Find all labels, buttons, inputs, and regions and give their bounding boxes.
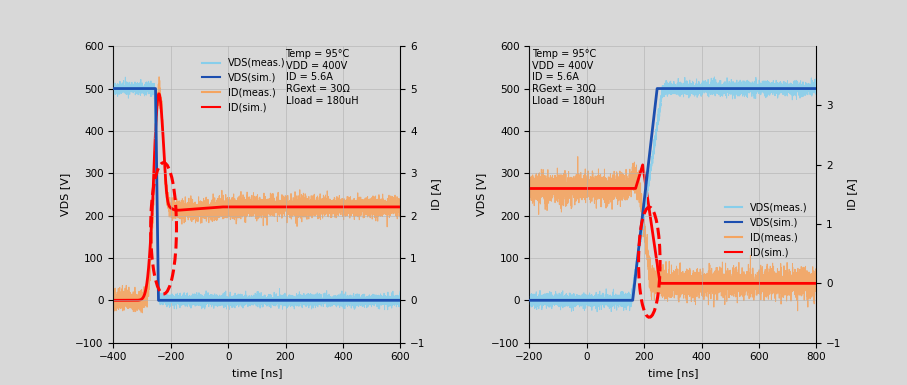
Y-axis label: ID [A]: ID [A] — [431, 179, 441, 210]
Text: Temp = 95°C
VDD = 400V
ID = 5.6A
RGext = 30Ω
Lload = 180uH: Temp = 95°C VDD = 400V ID = 5.6A RGext =… — [286, 49, 358, 105]
X-axis label: time [ns]: time [ns] — [648, 368, 698, 378]
Legend: VDS(meas.), VDS(sim.), ID(meas.), ID(sim.): VDS(meas.), VDS(sim.), ID(meas.), ID(sim… — [721, 199, 812, 261]
Legend: VDS(meas.), VDS(sim.), ID(meas.), ID(sim.): VDS(meas.), VDS(sim.), ID(meas.), ID(sim… — [199, 54, 289, 116]
Y-axis label: VDS [V]: VDS [V] — [60, 173, 70, 216]
X-axis label: time [ns]: time [ns] — [231, 368, 282, 378]
Text: Temp = 95°C
VDD = 400V
ID = 5.6A
RGext = 30Ω
Lload = 180uH: Temp = 95°C VDD = 400V ID = 5.6A RGext =… — [532, 49, 605, 105]
Y-axis label: ID [A]: ID [A] — [847, 179, 857, 210]
Y-axis label: VDS [V]: VDS [V] — [476, 173, 486, 216]
